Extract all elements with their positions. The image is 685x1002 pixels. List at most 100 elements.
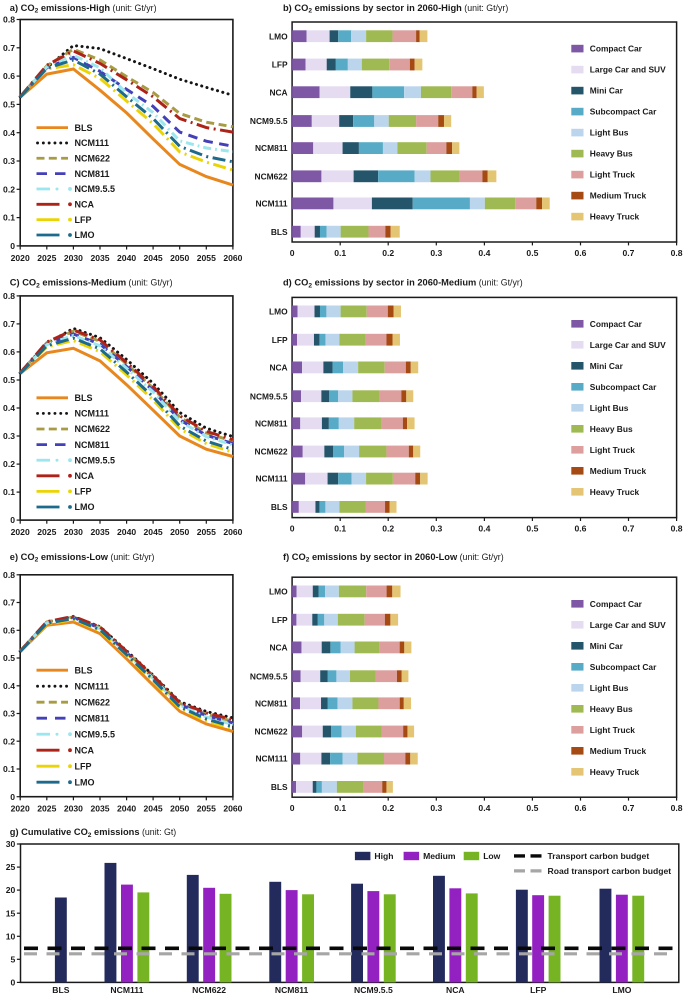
svg-text:Large Car and SUV: Large Car and SUV xyxy=(590,65,666,75)
svg-text:0.6: 0.6 xyxy=(3,347,15,357)
svg-text:2030: 2030 xyxy=(64,527,83,537)
svg-text:Heavy Truck: Heavy Truck xyxy=(590,212,640,222)
svg-text:Large Car and SUV: Large Car and SUV xyxy=(590,340,666,350)
svg-text:NCM111: NCM111 xyxy=(255,199,287,209)
svg-text:0.8: 0.8 xyxy=(3,291,15,301)
svg-text:NCM622: NCM622 xyxy=(75,424,111,434)
svg-text:g) Cumulative CO2 emissions (u: g) Cumulative CO2 emissions (unit: Gt) xyxy=(10,827,176,839)
svg-text:2035: 2035 xyxy=(90,527,109,537)
svg-text:2025: 2025 xyxy=(37,527,56,537)
svg-text:2060: 2060 xyxy=(223,804,242,814)
svg-text:NCM811: NCM811 xyxy=(255,143,288,153)
svg-text:a) CO2 emissions-High (unit: G: a) CO2 emissions-High (unit: Gt/yr) xyxy=(10,3,157,15)
svg-text:d) CO2 emissions by sector in: d) CO2 emissions by sector in 2060-Mediu… xyxy=(283,278,523,290)
svg-text:2025: 2025 xyxy=(37,804,56,814)
svg-text:NCA: NCA xyxy=(75,471,95,481)
svg-text:0.6: 0.6 xyxy=(575,803,587,813)
svg-text:LFP: LFP xyxy=(272,615,288,625)
svg-text:LMO: LMO xyxy=(75,777,95,787)
svg-text:0.7: 0.7 xyxy=(3,319,15,329)
svg-text:0.2: 0.2 xyxy=(382,803,394,813)
svg-text:Mini Car: Mini Car xyxy=(590,86,624,96)
svg-text:0.5: 0.5 xyxy=(3,100,15,110)
svg-text:0.6: 0.6 xyxy=(575,248,587,258)
svg-text:0: 0 xyxy=(11,978,16,988)
svg-text:15: 15 xyxy=(6,908,16,918)
svg-text:2055: 2055 xyxy=(197,527,216,537)
svg-text:2025: 2025 xyxy=(37,253,56,263)
svg-text:0.2: 0.2 xyxy=(3,184,15,194)
svg-text:NCM622: NCM622 xyxy=(192,985,226,995)
svg-text:0.3: 0.3 xyxy=(3,431,15,441)
svg-text:0.7: 0.7 xyxy=(3,43,15,53)
svg-text:NCM811: NCM811 xyxy=(275,985,309,995)
svg-text:LFP: LFP xyxy=(75,487,92,497)
svg-text:NCM811: NCM811 xyxy=(75,169,110,179)
svg-text:0.8: 0.8 xyxy=(671,803,683,813)
svg-text:2060: 2060 xyxy=(223,527,242,537)
svg-text:Transport carbon budget: Transport carbon budget xyxy=(548,851,650,861)
svg-text:0.3: 0.3 xyxy=(430,523,442,533)
svg-text:Light Truck: Light Truck xyxy=(590,170,635,180)
svg-text:NCM622: NCM622 xyxy=(75,154,111,164)
svg-text:High: High xyxy=(374,851,393,861)
svg-text:2020: 2020 xyxy=(11,253,30,263)
svg-text:2035: 2035 xyxy=(90,253,109,263)
svg-text:2045: 2045 xyxy=(144,253,163,263)
svg-text:2045: 2045 xyxy=(144,804,163,814)
svg-text:0.1: 0.1 xyxy=(334,803,346,813)
svg-text:0: 0 xyxy=(10,792,15,802)
svg-text:NCM9.5.5: NCM9.5.5 xyxy=(354,985,393,995)
svg-text:NCA: NCA xyxy=(269,363,287,373)
svg-text:Mini Car: Mini Car xyxy=(590,361,624,371)
svg-text:0.4: 0.4 xyxy=(478,248,490,258)
svg-text:0.5: 0.5 xyxy=(526,248,538,258)
svg-text:0.5: 0.5 xyxy=(526,803,538,813)
svg-text:0: 0 xyxy=(290,248,295,258)
svg-text:Light Bus: Light Bus xyxy=(590,683,629,693)
svg-text:Light Bus: Light Bus xyxy=(590,403,629,413)
svg-text:25: 25 xyxy=(6,862,16,872)
svg-text:0.8: 0.8 xyxy=(3,570,15,580)
svg-text:f) CO2 emissions by sector in: f) CO2 emissions by sector in 2060-Low (… xyxy=(283,552,504,564)
svg-text:0.4: 0.4 xyxy=(478,523,490,533)
svg-text:2030: 2030 xyxy=(64,804,83,814)
svg-text:0.1: 0.1 xyxy=(3,487,15,497)
svg-text:2060: 2060 xyxy=(223,253,242,263)
svg-text:NCM111: NCM111 xyxy=(110,985,143,995)
svg-text:Medium Truck: Medium Truck xyxy=(590,746,647,756)
svg-text:LMO: LMO xyxy=(269,307,288,317)
svg-text:0.5: 0.5 xyxy=(3,375,15,385)
svg-text:0: 0 xyxy=(10,515,15,525)
svg-text:Medium: Medium xyxy=(423,851,456,861)
svg-text:NCM9.5.5: NCM9.5.5 xyxy=(75,455,116,465)
svg-text:0.1: 0.1 xyxy=(334,523,346,533)
svg-text:NCM111: NCM111 xyxy=(255,754,287,764)
svg-text:0.1: 0.1 xyxy=(334,248,346,258)
svg-text:0.7: 0.7 xyxy=(623,248,635,258)
svg-text:LFP: LFP xyxy=(530,985,546,995)
svg-text:0.5: 0.5 xyxy=(3,653,15,663)
svg-text:LMO: LMO xyxy=(269,31,288,41)
svg-text:0.4: 0.4 xyxy=(3,681,15,691)
svg-text:NCM111: NCM111 xyxy=(75,681,110,691)
svg-text:Subcompact Car: Subcompact Car xyxy=(590,107,657,117)
svg-text:0: 0 xyxy=(290,803,295,813)
svg-text:Light Truck: Light Truck xyxy=(590,445,635,455)
svg-text:Light Bus: Light Bus xyxy=(590,128,629,138)
svg-text:Subcompact Car: Subcompact Car xyxy=(590,382,657,392)
svg-text:0.1: 0.1 xyxy=(3,764,15,774)
svg-text:NCM111: NCM111 xyxy=(255,474,287,484)
svg-text:Heavy Bus: Heavy Bus xyxy=(590,424,633,434)
svg-text:0.2: 0.2 xyxy=(3,736,15,746)
svg-text:0.4: 0.4 xyxy=(3,403,15,413)
svg-text:NCA: NCA xyxy=(446,985,465,995)
svg-text:2030: 2030 xyxy=(64,253,83,263)
svg-text:0.3: 0.3 xyxy=(3,709,15,719)
svg-text:LFP: LFP xyxy=(75,761,92,771)
svg-text:Mini Car: Mini Car xyxy=(590,641,624,651)
svg-text:2050: 2050 xyxy=(170,527,189,537)
svg-text:NCM811: NCM811 xyxy=(255,418,288,428)
svg-text:2045: 2045 xyxy=(144,527,163,537)
svg-text:NCM111: NCM111 xyxy=(75,409,110,419)
